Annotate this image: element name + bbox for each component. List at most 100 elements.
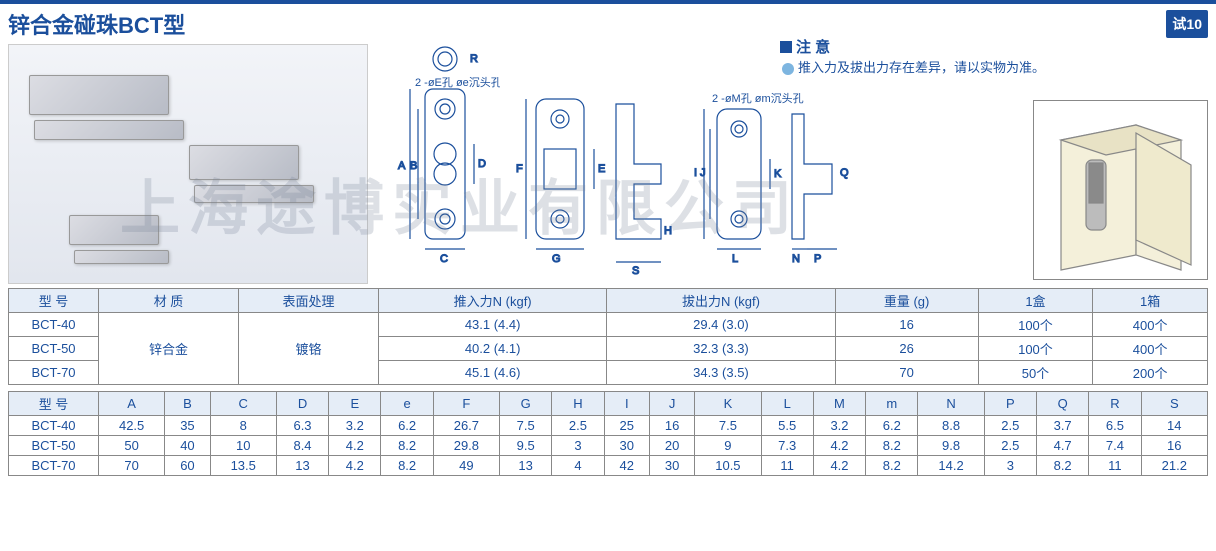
table-row: BCT-40锌合金镀铬43.1 (4.4)29.4 (3.0)16100个400… — [9, 313, 1208, 337]
cell-finish: 镀铬 — [239, 313, 379, 385]
cell-dim: 8.2 — [866, 436, 918, 456]
cell-model: BCT-50 — [9, 337, 99, 361]
cell-model: BCT-70 — [9, 361, 99, 385]
catalog-page: 锌合金碰珠BCT型 试10 注 意 推入力及拔出力存在差异，请以实物为准。 — [0, 0, 1216, 551]
cell-dim: 8.2 — [1036, 456, 1088, 476]
cell-dim: 7.3 — [761, 436, 813, 456]
cell-carton: 200个 — [1093, 361, 1208, 385]
th-dim: C — [210, 392, 276, 416]
th-dim: F — [433, 392, 499, 416]
photo-part — [194, 185, 314, 203]
svg-text:Q: Q — [840, 167, 849, 179]
svg-text:G: G — [552, 253, 561, 265]
svg-text:P: P — [814, 253, 821, 265]
svg-text:E: E — [598, 163, 605, 175]
cell-dim: 26.7 — [433, 416, 499, 436]
cell-push: 45.1 (4.6) — [379, 361, 607, 385]
th-dim: m — [866, 392, 918, 416]
svg-text:R: R — [470, 53, 478, 65]
table1-header-row: 型 号 材 质 表面处理 推入力N (kgf) 拔出力N (kgf) 重量 (g… — [9, 289, 1208, 313]
cell-dim: 10 — [210, 436, 276, 456]
cell-dim: 30 — [649, 456, 694, 476]
th-dim: N — [918, 392, 984, 416]
technical-diagrams: R A B D C 2 -øE孔 øe沉头孔 — [380, 44, 1006, 284]
cell-model: BCT-40 — [9, 416, 99, 436]
cell-dim: 42.5 — [99, 416, 165, 436]
th-pull: 拔出力N (kgf) — [607, 289, 835, 313]
photo-part — [34, 120, 184, 140]
svg-text:N: N — [792, 253, 800, 265]
th-finish: 表面处理 — [239, 289, 379, 313]
cell-dim: 29.8 — [433, 436, 499, 456]
cell-dim: 13 — [500, 456, 552, 476]
cell-dim: 3 — [552, 436, 604, 456]
svg-text:B: B — [410, 160, 417, 172]
svg-text:I: I — [694, 167, 697, 179]
cell-dim: 30 — [604, 436, 649, 456]
cell-dim: 8.2 — [381, 456, 433, 476]
cell-dim: 14.2 — [918, 456, 984, 476]
page-title: 锌合金碰珠BCT型 — [8, 8, 185, 40]
cell-dim: 4.2 — [813, 436, 865, 456]
cell-dim: 6.2 — [381, 416, 433, 436]
test-badge: 试10 — [1166, 10, 1208, 38]
cell-pull: 32.3 (3.3) — [607, 337, 835, 361]
th-model: 型 号 — [9, 289, 99, 313]
cell-dim: 70 — [99, 456, 165, 476]
cell-model: BCT-50 — [9, 436, 99, 456]
cell-dim: 2.5 — [552, 416, 604, 436]
cell-dim: 42 — [604, 456, 649, 476]
product-photo — [8, 44, 368, 284]
cell-dim: 5.5 — [761, 416, 813, 436]
diagram-strike: F E G H S — [516, 44, 676, 284]
svg-text:S: S — [632, 265, 639, 277]
th-carton: 1箱 — [1093, 289, 1208, 313]
tables-section: 型 号 材 质 表面处理 推入力N (kgf) 拔出力N (kgf) 重量 (g… — [0, 284, 1216, 480]
svg-text:H: H — [664, 225, 672, 237]
cell-dim: 9.5 — [500, 436, 552, 456]
cell-dim: 8.4 — [276, 436, 328, 456]
cell-pull: 29.4 (3.0) — [607, 313, 835, 337]
cell-dim: 50 — [99, 436, 165, 456]
cell-dim: 25 — [604, 416, 649, 436]
cell-dim: 11 — [761, 456, 813, 476]
th-dim: D — [276, 392, 328, 416]
cell-push: 43.1 (4.4) — [379, 313, 607, 337]
table-row: BCT-505040108.44.28.229.89.53302097.34.2… — [9, 436, 1208, 456]
right-column — [1018, 44, 1208, 284]
th-dim: P — [984, 392, 1036, 416]
svg-text:L: L — [732, 253, 738, 265]
cell-dim: 7.4 — [1089, 436, 1141, 456]
table-row: BCT-70706013.5134.28.249134423010.5114.2… — [9, 456, 1208, 476]
cell-dim: 2.5 — [984, 416, 1036, 436]
cell-dim: 11 — [1089, 456, 1141, 476]
th-dim: e — [381, 392, 433, 416]
th-dim: K — [695, 392, 761, 416]
cell-dim: 9.8 — [918, 436, 984, 456]
cell-dim: 21.2 — [1141, 456, 1207, 476]
cell-box: 100个 — [978, 337, 1093, 361]
m-hole-label: 2 -øM孔 øm沉头孔 — [712, 92, 804, 105]
cell-weight: 70 — [835, 361, 978, 385]
cell-dim: 8.2 — [381, 436, 433, 456]
cell-weight: 26 — [835, 337, 978, 361]
e-hole-label: 2 -øE孔 øe沉头孔 — [415, 76, 500, 89]
th-dim: A — [99, 392, 165, 416]
cell-dim: 16 — [649, 416, 694, 436]
svg-text:J: J — [700, 167, 706, 179]
cell-dim: 4.2 — [329, 456, 381, 476]
th-dim: B — [165, 392, 210, 416]
cell-dim: 60 — [165, 456, 210, 476]
cell-box: 50个 — [978, 361, 1093, 385]
cell-dim: 7.5 — [695, 416, 761, 436]
th-weight: 重量 (g) — [835, 289, 978, 313]
cell-pull: 34.3 (3.5) — [607, 361, 835, 385]
th-dim: E — [329, 392, 381, 416]
cell-push: 40.2 (4.1) — [379, 337, 607, 361]
svg-text:A: A — [398, 160, 406, 172]
cell-dim: 7.5 — [500, 416, 552, 436]
cell-dim: 3.7 — [1036, 416, 1088, 436]
cell-model: BCT-70 — [9, 456, 99, 476]
th-dim: H — [552, 392, 604, 416]
cell-dim: 20 — [649, 436, 694, 456]
